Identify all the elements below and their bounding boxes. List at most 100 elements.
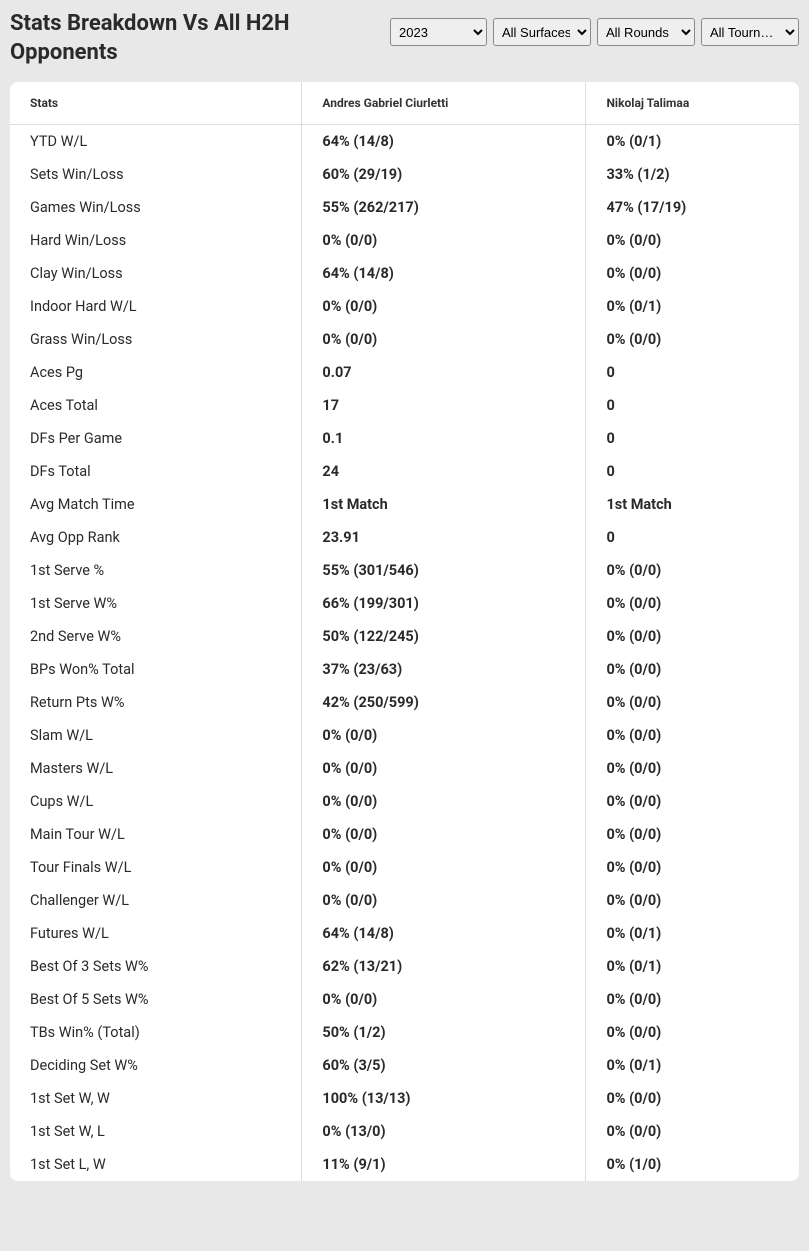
stat-value-player1: 11% (9/1) xyxy=(302,1148,586,1181)
stat-value-player1: 17 xyxy=(302,389,586,422)
stat-value-player2: 0% (0/0) xyxy=(586,1082,799,1115)
table-row: Deciding Set W%60% (3/5)0% (0/1) xyxy=(10,1049,799,1082)
col-header-player1: Andres Gabriel Ciurletti xyxy=(302,82,586,125)
stat-label: Aces Total xyxy=(10,389,302,422)
table-row: Cups W/L0% (0/0)0% (0/0) xyxy=(10,785,799,818)
stat-value-player1: 0% (0/0) xyxy=(302,983,586,1016)
stat-value-player2: 0% (0/1) xyxy=(586,290,799,323)
table-row: Return Pts W%42% (250/599)0% (0/0) xyxy=(10,686,799,719)
stat-label: Return Pts W% xyxy=(10,686,302,719)
stat-value-player1: 0% (13/0) xyxy=(302,1115,586,1148)
stat-value-player2: 0 xyxy=(586,356,799,389)
stat-label: BPs Won% Total xyxy=(10,653,302,686)
table-row: Futures W/L64% (14/8)0% (0/1) xyxy=(10,917,799,950)
stat-label: Grass Win/Loss xyxy=(10,323,302,356)
stat-value-player1: 0% (0/0) xyxy=(302,884,586,917)
stat-value-player2: 0% (0/1) xyxy=(586,125,799,159)
stat-value-player2: 0% (0/0) xyxy=(586,785,799,818)
stat-value-player2: 0% (0/0) xyxy=(586,818,799,851)
stat-label: Indoor Hard W/L xyxy=(10,290,302,323)
stat-value-player1: 1st Match xyxy=(302,488,586,521)
stat-label: Sets Win/Loss xyxy=(10,158,302,191)
table-row: 1st Serve %55% (301/546)0% (0/0) xyxy=(10,554,799,587)
stat-value-player1: 0% (0/0) xyxy=(302,785,586,818)
stat-label: Hard Win/Loss xyxy=(10,224,302,257)
stat-value-player2: 0% (0/0) xyxy=(586,752,799,785)
stat-label: Best Of 5 Sets W% xyxy=(10,983,302,1016)
stat-value-player1: 55% (262/217) xyxy=(302,191,586,224)
stat-label: 1st Set L, W xyxy=(10,1148,302,1181)
table-row: YTD W/L64% (14/8)0% (0/1) xyxy=(10,125,799,159)
table-row: DFs Total240 xyxy=(10,455,799,488)
table-row: Tour Finals W/L0% (0/0)0% (0/0) xyxy=(10,851,799,884)
stat-label: Avg Match Time xyxy=(10,488,302,521)
stat-label: TBs Win% (Total) xyxy=(10,1016,302,1049)
stat-value-player2: 0% (0/0) xyxy=(586,554,799,587)
round-select[interactable]: All Rounds xyxy=(597,18,695,46)
stat-value-player2: 0% (0/0) xyxy=(586,653,799,686)
table-row: Slam W/L0% (0/0)0% (0/0) xyxy=(10,719,799,752)
stat-value-player2: 0 xyxy=(586,455,799,488)
stat-value-player1: 24 xyxy=(302,455,586,488)
table-row: Clay Win/Loss64% (14/8)0% (0/0) xyxy=(10,257,799,290)
stat-value-player1: 0% (0/0) xyxy=(302,851,586,884)
table-row: Indoor Hard W/L0% (0/0)0% (0/1) xyxy=(10,290,799,323)
stat-value-player2: 0% (0/0) xyxy=(586,983,799,1016)
stat-label: Challenger W/L xyxy=(10,884,302,917)
table-row: Hard Win/Loss0% (0/0)0% (0/0) xyxy=(10,224,799,257)
stat-value-player2: 0% (0/0) xyxy=(586,620,799,653)
stat-label: 1st Serve % xyxy=(10,554,302,587)
stat-value-player2: 0 xyxy=(586,422,799,455)
stat-value-player2: 0% (0/0) xyxy=(586,851,799,884)
filter-bar: 2023 All Surfaces All Rounds All Tourn… xyxy=(390,18,799,46)
stat-label: Tour Finals W/L xyxy=(10,851,302,884)
stat-value-player2: 0% (0/0) xyxy=(586,884,799,917)
stat-label: 1st Set W, L xyxy=(10,1115,302,1148)
table-row: Avg Opp Rank23.910 xyxy=(10,521,799,554)
stat-value-player1: 60% (3/5) xyxy=(302,1049,586,1082)
stat-label: Cups W/L xyxy=(10,785,302,818)
surface-select[interactable]: All Surfaces xyxy=(493,18,591,46)
stat-value-player1: 0% (0/0) xyxy=(302,752,586,785)
stats-table-container: Stats Andres Gabriel Ciurletti Nikolaj T… xyxy=(10,82,799,1181)
stat-value-player2: 0% (0/0) xyxy=(586,257,799,290)
stat-label: Main Tour W/L xyxy=(10,818,302,851)
stat-value-player1: 0.07 xyxy=(302,356,586,389)
stat-value-player2: 0% (0/1) xyxy=(586,950,799,983)
stat-label: Games Win/Loss xyxy=(10,191,302,224)
stat-label: 1st Serve W% xyxy=(10,587,302,620)
table-row: Avg Match Time1st Match1st Match xyxy=(10,488,799,521)
col-header-stats: Stats xyxy=(10,82,302,125)
stat-value-player2: 0% (0/0) xyxy=(586,224,799,257)
stat-value-player2: 0% (0/0) xyxy=(586,1016,799,1049)
stat-value-player2: 0% (0/0) xyxy=(586,719,799,752)
stat-value-player2: 0 xyxy=(586,389,799,422)
stat-label: Slam W/L xyxy=(10,719,302,752)
table-header-row: Stats Andres Gabriel Ciurletti Nikolaj T… xyxy=(10,82,799,125)
stat-value-player1: 66% (199/301) xyxy=(302,587,586,620)
stat-label: Clay Win/Loss xyxy=(10,257,302,290)
table-row: Main Tour W/L0% (0/0)0% (0/0) xyxy=(10,818,799,851)
stat-label: Best Of 3 Sets W% xyxy=(10,950,302,983)
stat-value-player1: 64% (14/8) xyxy=(302,125,586,159)
stat-value-player1: 64% (14/8) xyxy=(302,257,586,290)
table-row: Best Of 5 Sets W%0% (0/0)0% (0/0) xyxy=(10,983,799,1016)
stat-value-player1: 42% (250/599) xyxy=(302,686,586,719)
table-row: Challenger W/L0% (0/0)0% (0/0) xyxy=(10,884,799,917)
table-row: TBs Win% (Total)50% (1/2)0% (0/0) xyxy=(10,1016,799,1049)
stat-value-player2: 47% (17/19) xyxy=(586,191,799,224)
year-select[interactable]: 2023 xyxy=(390,18,487,46)
stat-value-player2: 0% (0/0) xyxy=(586,1115,799,1148)
stat-value-player1: 100% (13/13) xyxy=(302,1082,586,1115)
stat-value-player1: 0% (0/0) xyxy=(302,290,586,323)
stat-label: 1st Set W, W xyxy=(10,1082,302,1115)
table-row: BPs Won% Total37% (23/63)0% (0/0) xyxy=(10,653,799,686)
stat-value-player2: 0% (0/0) xyxy=(586,686,799,719)
stat-label: DFs Per Game xyxy=(10,422,302,455)
table-row: 1st Set W, W100% (13/13)0% (0/0) xyxy=(10,1082,799,1115)
col-header-player2: Nikolaj Talimaa xyxy=(586,82,799,125)
stat-value-player1: 55% (301/546) xyxy=(302,554,586,587)
tournament-select[interactable]: All Tourn… xyxy=(701,18,799,46)
stat-label: 2nd Serve W% xyxy=(10,620,302,653)
table-row: 2nd Serve W%50% (122/245)0% (0/0) xyxy=(10,620,799,653)
